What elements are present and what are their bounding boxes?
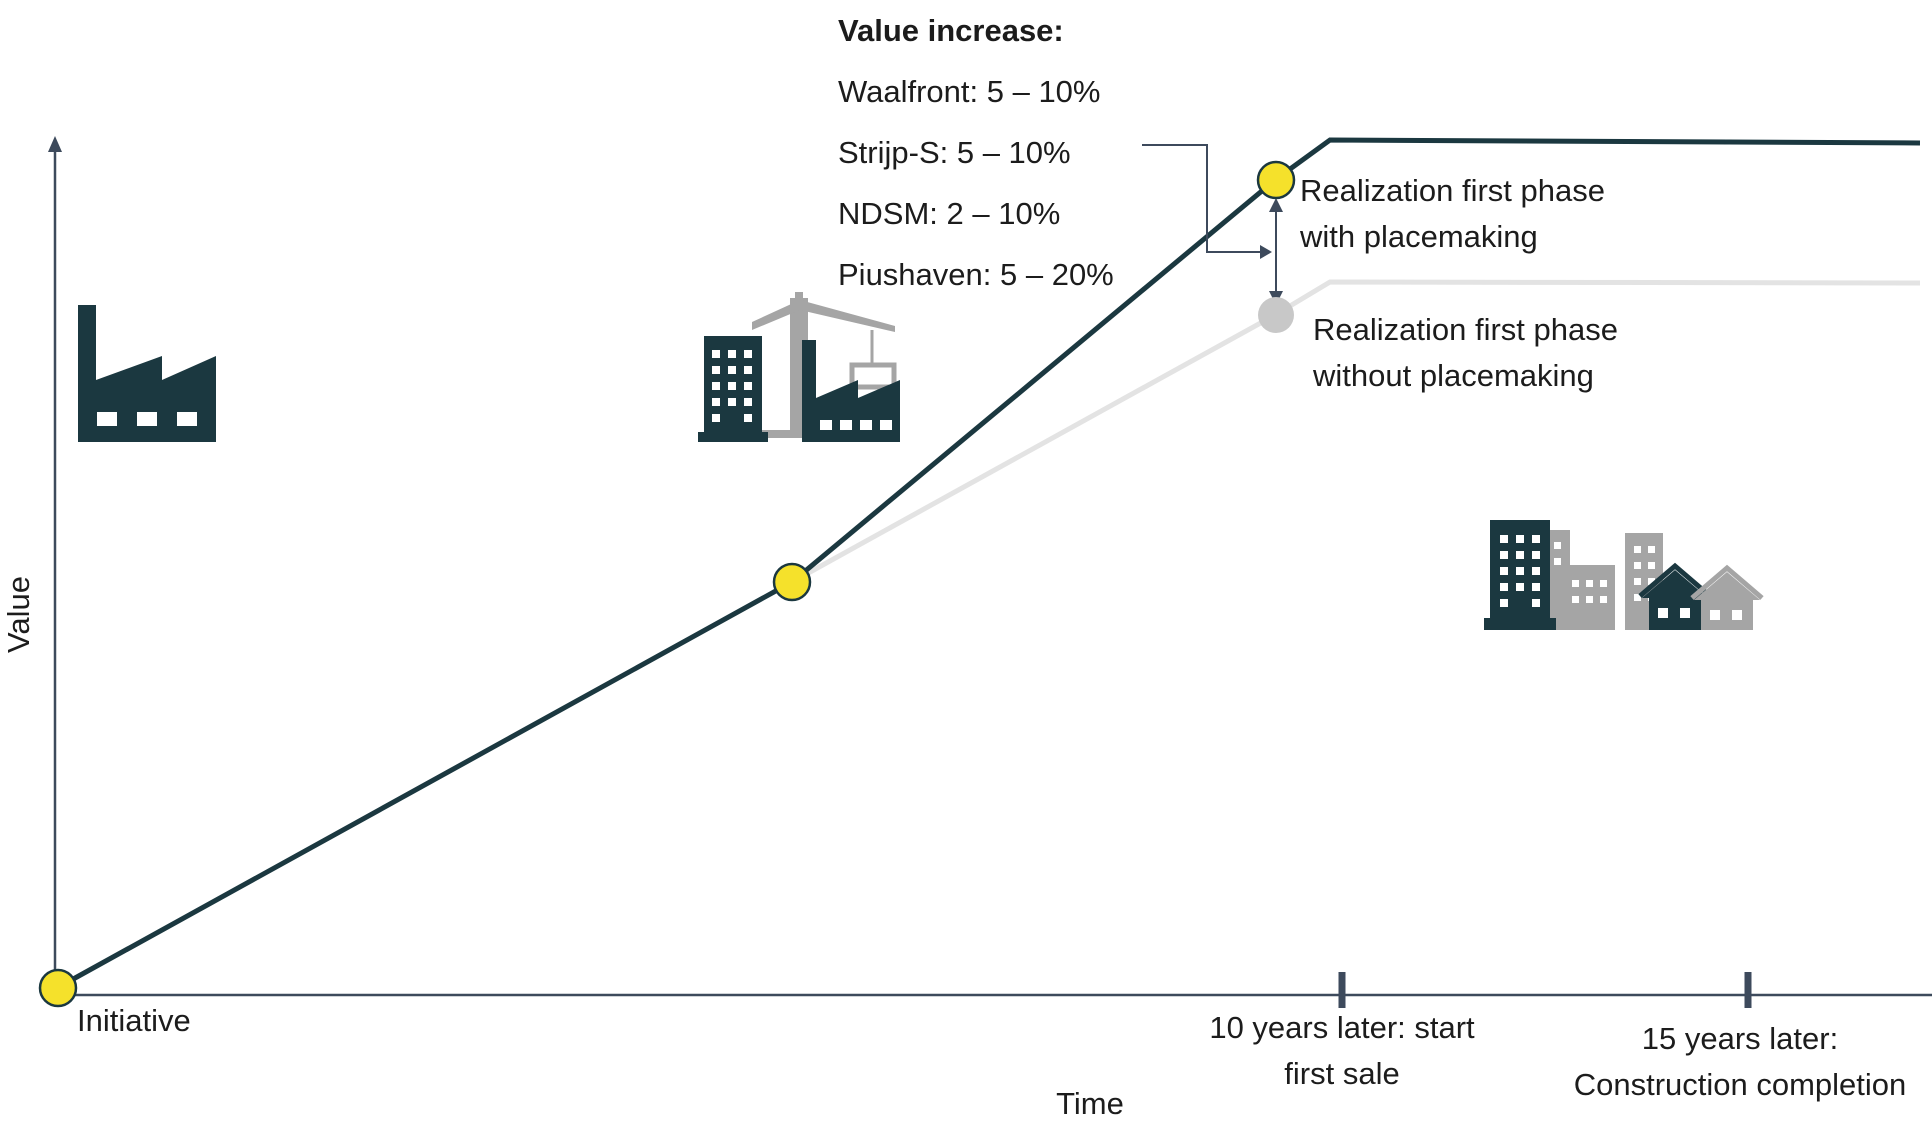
initiative-label: Initiative — [77, 1003, 191, 1038]
tick-label-15-years: 15 years later: Construction completion — [1540, 1016, 1932, 1108]
with-placemaking-marker — [1256, 160, 1296, 200]
without-placemaking-label: Realization first phase without placemak… — [1313, 307, 1618, 399]
with-placemaking-label-line-2: with placemaking — [1300, 219, 1538, 254]
value-increase-item: Piushaven: 5 – 20% — [838, 257, 1114, 292]
y-axis-label: Value — [1, 576, 36, 653]
tick-label-15-years-line-1: 15 years later: — [1641, 1021, 1839, 1056]
tick-label-10-years-line-2: first sale — [1284, 1056, 1400, 1091]
with-placemaking-label-line-1: Realization first phase — [1300, 173, 1605, 208]
midpoint-marker — [772, 562, 812, 602]
without-placemaking-line — [790, 279, 1921, 585]
without-placemaking-label-line-2: without placemaking — [1313, 358, 1594, 393]
initiative-marker — [38, 968, 78, 1008]
tick-label-10-years-line-1: 10 years later: start — [1209, 1010, 1475, 1045]
city-buildings-icon — [1484, 520, 1764, 630]
value-increase-item: Strijp-S: 5 – 10% — [838, 135, 1071, 170]
tick-label-10-years: 10 years later: start first sale — [1162, 1005, 1522, 1097]
without-placemaking-label-line-1: Realization first phase — [1313, 312, 1618, 347]
y-axis-arrow — [48, 136, 62, 152]
gap-arrow-head-top — [1269, 198, 1283, 212]
construction-crane-icon — [698, 292, 900, 442]
value-increase-title: Value increase: — [838, 13, 1064, 48]
value-increase-item: Waalfront: 5 – 10% — [838, 74, 1101, 109]
with-placemaking-label: Realization first phase with placemaking — [1300, 168, 1605, 260]
without-placemaking-marker — [1258, 297, 1294, 333]
value-increase-item: NDSM: 2 – 10% — [838, 196, 1061, 231]
x-axis-label: Time — [1056, 1086, 1124, 1121]
connector-arrowhead — [1260, 245, 1272, 259]
factory-icon — [78, 305, 216, 442]
value-increase-connector — [1142, 144, 1262, 253]
value-increase-box: Value increase: Waalfront: 5 – 10% Strij… — [838, 0, 1114, 305]
tick-label-15-years-line-2: Construction completion — [1573, 1067, 1907, 1102]
